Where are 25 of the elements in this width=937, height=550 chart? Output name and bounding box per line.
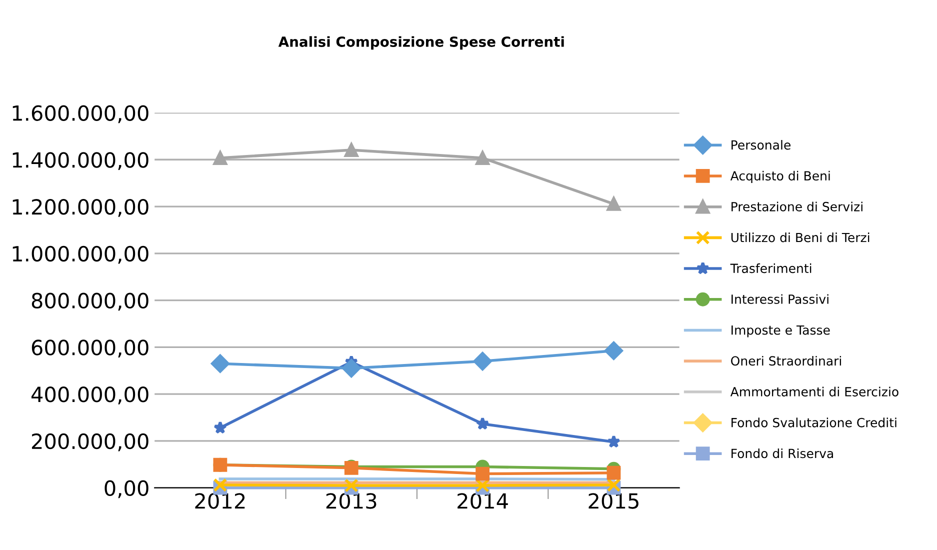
y-tick-label: 1.400.000,00 bbox=[12, 152, 148, 170]
legend-label: Acquisto di Beni bbox=[730, 170, 830, 183]
legend-label: Fondo Svalutazione Crediti bbox=[732, 418, 896, 428]
y-tick-label: 600.000,00 bbox=[32, 340, 148, 358]
y-tick-label: 1.000.000,00 bbox=[12, 246, 148, 264]
legend-label: Utilizzo di Beni di Terzi bbox=[731, 232, 870, 242]
legend-label: Personale bbox=[732, 140, 790, 150]
legend-label: Imposte e Tasse bbox=[732, 325, 830, 338]
x-tick-label: 2013 bbox=[326, 493, 376, 509]
y-tick-label: 1.200.000,00 bbox=[12, 198, 148, 217]
y-tick-label: 0,00 bbox=[104, 480, 148, 498]
y-tick-label: 200.000,00 bbox=[32, 433, 148, 452]
legend-label: Trasferimenti bbox=[730, 263, 812, 274]
legend-label: Ammortamenti di Esercizio bbox=[730, 386, 898, 396]
y-tick-label: 800.000,00 bbox=[32, 292, 148, 311]
legend-label: Oneri Straordinari bbox=[731, 356, 841, 366]
y-tick-label: 1.600.000,00 bbox=[12, 105, 148, 124]
legend-label: Fondo di Riserva bbox=[732, 448, 833, 458]
y-tick-label: 400.000,00 bbox=[31, 386, 148, 404]
legend-label: Interessi Passivi bbox=[732, 294, 828, 304]
x-tick-label: 2015 bbox=[588, 493, 638, 509]
x-tick-label: 2012 bbox=[195, 493, 245, 509]
chart-title: Analisi Composizione Spese Correnti bbox=[278, 36, 564, 50]
legend-label: Prestazione di Servizi bbox=[732, 202, 862, 212]
x-tick-label: 2014 bbox=[458, 493, 508, 509]
